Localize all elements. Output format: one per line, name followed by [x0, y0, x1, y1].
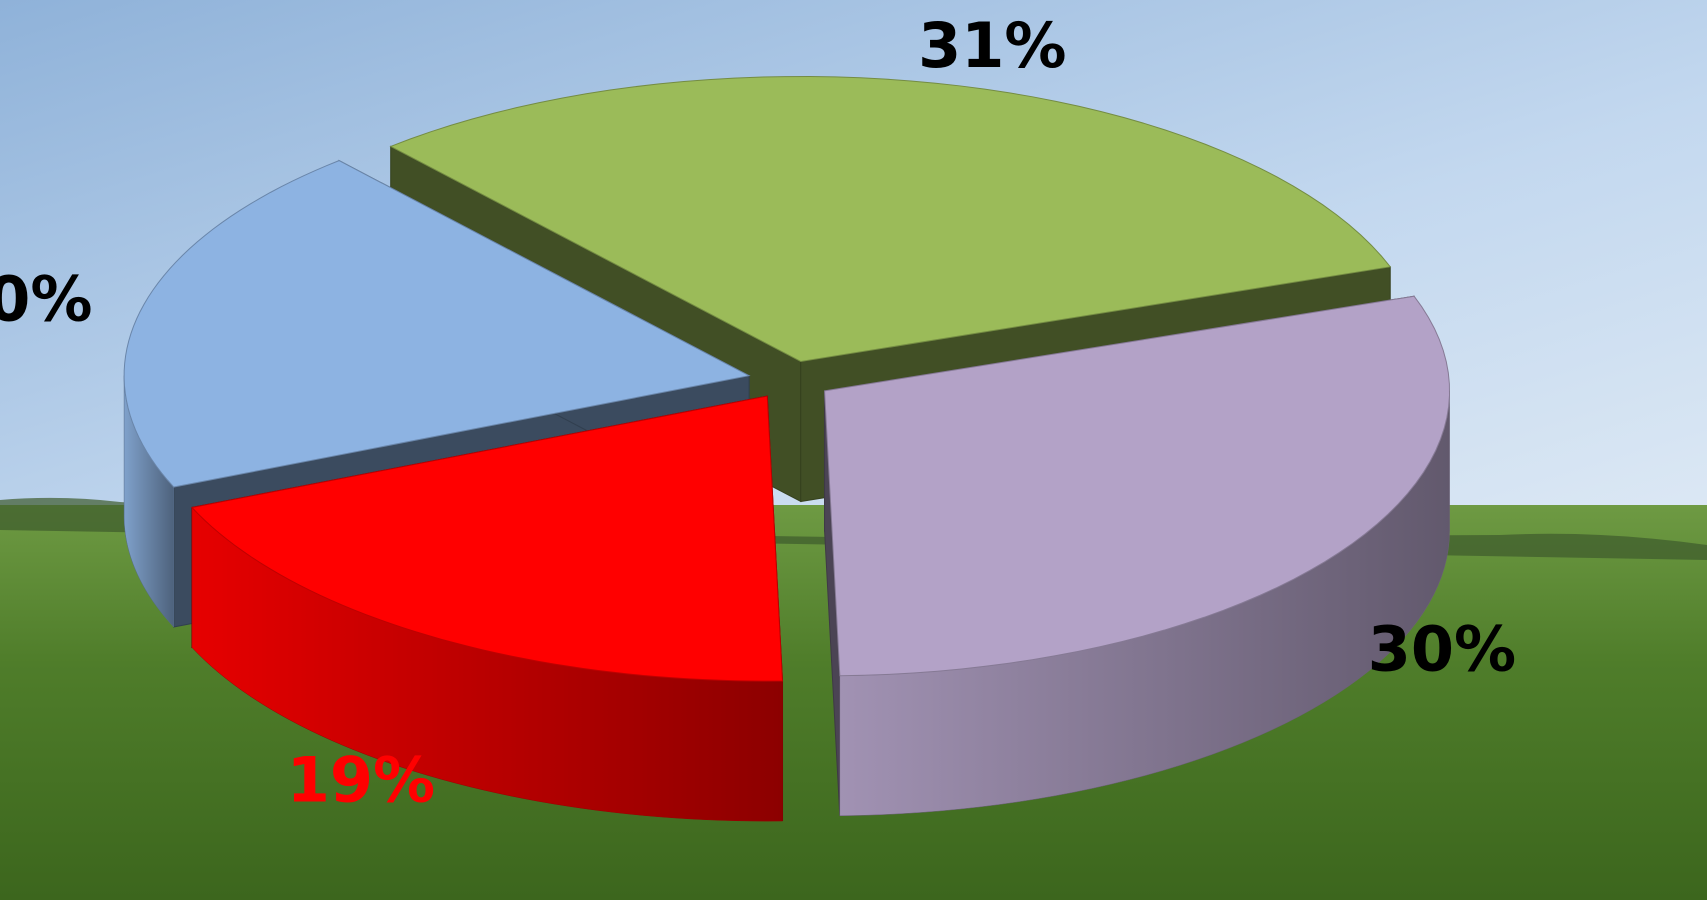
- data-label: 31%: [918, 9, 1066, 82]
- slice: [123, 160, 751, 488]
- slice: [190, 395, 784, 822]
- slice: [824, 295, 1451, 677]
- slice: [389, 76, 1392, 363]
- data-label: 19%: [287, 744, 435, 817]
- slice: [190, 395, 784, 682]
- data-label: 20%: [0, 262, 93, 335]
- pie: [123, 76, 1451, 822]
- slice: [824, 295, 1451, 817]
- data-label: 30%: [1368, 612, 1516, 685]
